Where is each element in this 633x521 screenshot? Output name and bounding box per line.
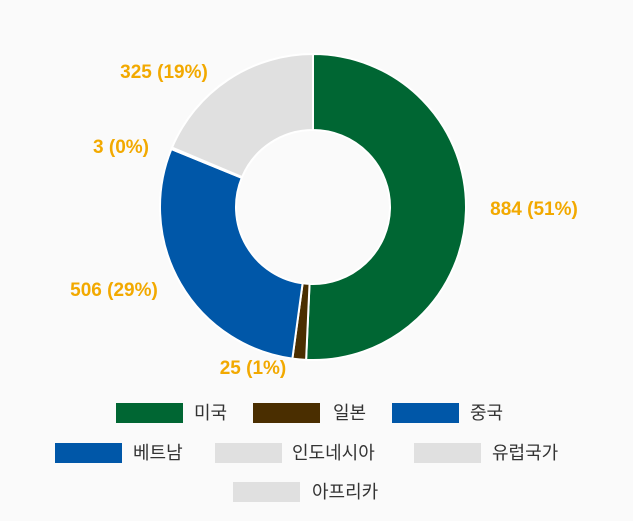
legend-swatch: [215, 443, 282, 463]
legend-item-3[interactable]: 중국: [392, 403, 503, 424]
legend-swatch: [414, 443, 481, 463]
legend-label: 중국: [470, 403, 503, 424]
data-label-2: 25 (1%): [220, 358, 287, 379]
slice-3: [159, 147, 304, 360]
data-label-6: 325 (19%): [120, 62, 208, 83]
legend-label: 아프리카: [312, 482, 378, 503]
legend-item-6[interactable]: 유럽국가: [414, 443, 558, 464]
legend-label: 일본: [333, 403, 366, 424]
legend-label: 유럽국가: [492, 443, 558, 464]
legend-swatch: [116, 403, 183, 423]
legend-label: 베트남: [133, 443, 183, 464]
legend-item-7[interactable]: 아프리카: [233, 482, 378, 503]
data-label-1: 884 (51%): [490, 199, 578, 220]
data-label-3: 506 (29%): [70, 280, 158, 301]
legend-swatch: [55, 443, 122, 463]
legend-label: 인도네시아: [292, 443, 375, 464]
legend-item-2[interactable]: 일본: [253, 403, 366, 424]
data-label-5: 3 (0%): [93, 137, 149, 158]
legend-swatch: [233, 482, 300, 502]
legend-item-5[interactable]: 인도네시아: [215, 443, 375, 464]
legend-swatch: [253, 403, 320, 423]
slice-6: [170, 52, 314, 179]
legend-swatch: [392, 403, 459, 423]
legend-item-1[interactable]: 미국: [116, 403, 227, 424]
donut-slices: [159, 52, 467, 361]
legend-item-4[interactable]: 베트남: [55, 443, 183, 464]
slice-1: [305, 52, 467, 361]
legend-label: 미국: [194, 403, 227, 424]
data-labels: 884 (51%) 25 (1%) 506 (29%) 3 (0%) 325 (19%): [70, 62, 578, 379]
